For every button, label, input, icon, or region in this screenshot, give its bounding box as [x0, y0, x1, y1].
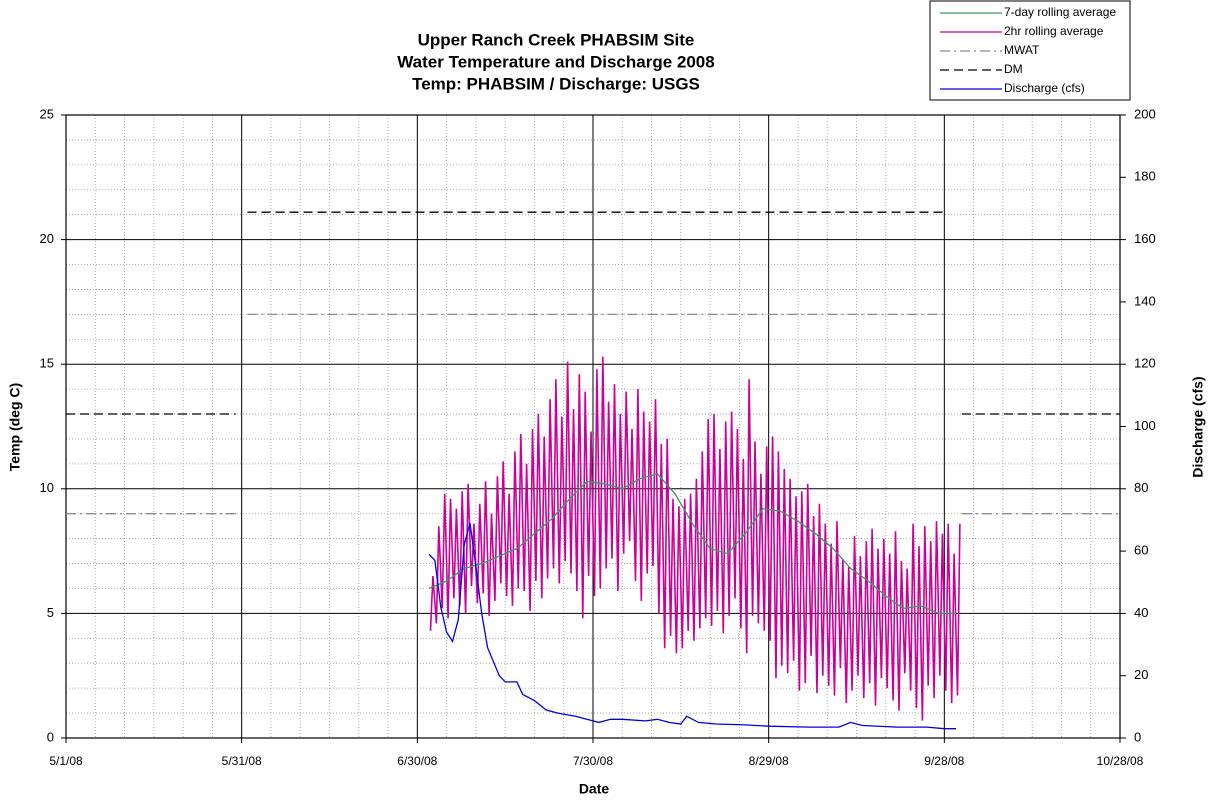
x-tick-label: 9/28/08: [924, 754, 964, 768]
y-tick-label: 0: [47, 729, 54, 744]
y-tick-label: 20: [40, 231, 54, 246]
x-tick-label: 6/30/08: [397, 754, 437, 768]
series-line: [428, 473, 956, 615]
y-tick-label: 5: [47, 605, 54, 620]
x-tick-label: 8/29/08: [749, 754, 789, 768]
y2-tick-label: 80: [1134, 480, 1148, 495]
y2-tick-label: 0: [1134, 729, 1141, 744]
y2-tick-label: 180: [1134, 169, 1156, 184]
y-axis-title: Temp (deg C): [7, 383, 23, 471]
y-tick-label: 10: [40, 480, 54, 495]
legend-label: MWAT: [1004, 43, 1040, 57]
series-line: [429, 356, 961, 721]
y-tick-label: 25: [40, 106, 54, 121]
chart-title: Temp: PHABSIM / Discharge: USGS: [412, 74, 700, 93]
y2-tick-label: 60: [1134, 543, 1148, 558]
y2-tick-label: 100: [1134, 418, 1156, 433]
x-tick-label: 7/30/08: [573, 754, 613, 768]
plot-frame: [65, 114, 1121, 739]
series-line: [428, 522, 956, 730]
y2-axis-title: Discharge (cfs): [1190, 376, 1206, 477]
x-tick-label: 10/28/08: [1097, 754, 1144, 768]
y2-tick-label: 40: [1134, 605, 1148, 620]
x-tick-label: 5/31/08: [222, 754, 262, 768]
x-axis-title: Date: [579, 781, 610, 797]
chart-title: Water Temperature and Discharge 2008: [397, 52, 714, 71]
legend-label: 2hr rolling average: [1004, 24, 1104, 38]
legend-label: DM: [1004, 62, 1023, 76]
x-tick-label: 5/1/08: [49, 754, 83, 768]
y2-tick-label: 160: [1134, 231, 1156, 246]
legend-label: 7-day rolling average: [1004, 5, 1116, 19]
y2-tick-label: 120: [1134, 356, 1156, 371]
y2-tick-label: 140: [1134, 293, 1156, 308]
chart-title: Upper Ranch Creek PHABSIM Site: [418, 30, 695, 49]
y-tick-label: 15: [40, 356, 54, 371]
legend-label: Discharge (cfs): [1004, 81, 1085, 95]
y2-tick-label: 200: [1134, 106, 1156, 121]
y2-tick-label: 20: [1134, 667, 1148, 682]
